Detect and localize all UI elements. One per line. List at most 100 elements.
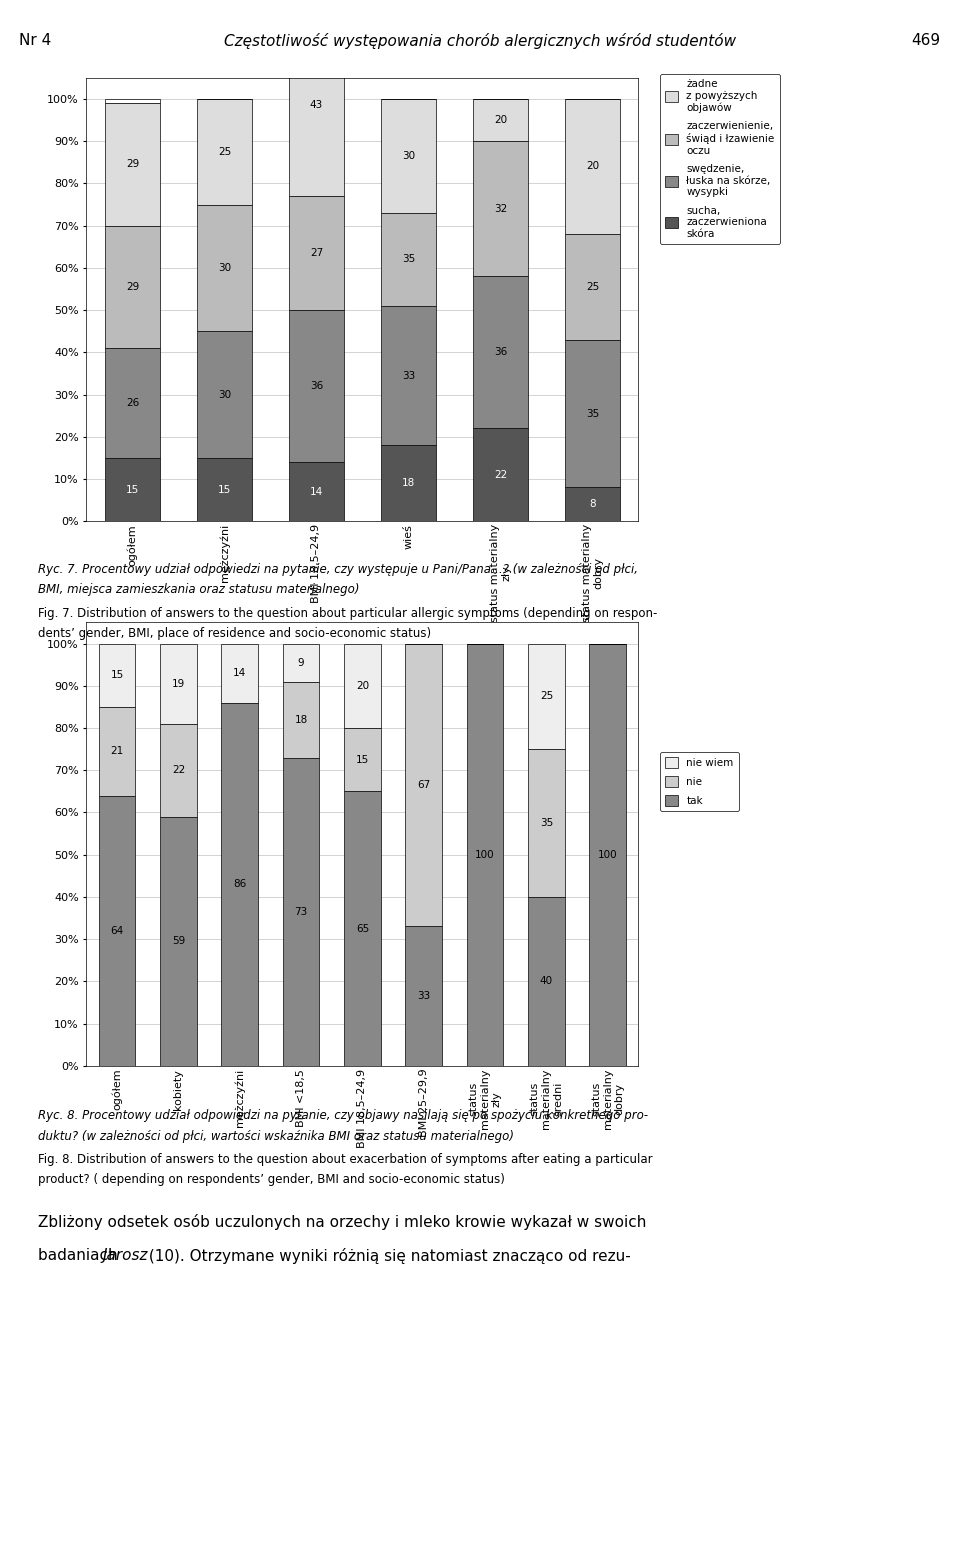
Bar [99,644,135,706]
Bar [472,277,528,428]
Text: 9: 9 [298,658,304,668]
Text: 65: 65 [356,924,369,934]
Bar [528,748,564,896]
Bar [405,926,443,1066]
Text: Ryc. 8. Procentowy udział odpowiedzi na pytanie, czy objawy nasilają się po spoż: Ryc. 8. Procentowy udział odpowiedzi na … [38,1109,649,1122]
Text: Zbliżony odsetek osób uczulonych na orzechy i mleko krowie wykazał w swoich: Zbliżony odsetek osób uczulonych na orze… [38,1214,647,1229]
Bar [381,307,436,445]
Text: 15: 15 [356,755,369,764]
Bar [472,428,528,521]
Text: Fig. 8. Distribution of answers to the question about exacerbation of symptoms a: Fig. 8. Distribution of answers to the q… [38,1153,653,1165]
Bar [289,310,344,462]
Text: 20: 20 [586,162,599,171]
Bar [344,728,381,792]
Text: badaniach: badaniach [38,1248,123,1263]
Text: 27: 27 [310,247,323,258]
Bar [564,233,620,339]
Bar [289,462,344,521]
Legend: nie wiem, nie, tak: nie wiem, nie, tak [660,752,738,811]
Text: 22: 22 [493,470,507,479]
Text: (10). Otrzymane wyniki różnią się natomiast znacząco od rezu-: (10). Otrzymane wyniki różnią się natomi… [144,1248,631,1263]
Text: Nr 4: Nr 4 [19,34,52,48]
Bar [472,100,528,142]
Bar [405,644,443,926]
Text: 25: 25 [586,282,599,293]
Text: 29: 29 [126,159,139,170]
Bar [197,204,252,331]
Text: Częstotliwość występowania chorób alergicznych wśród studentów: Częstotliwość występowania chorób alergi… [224,34,736,50]
Bar [99,795,135,1066]
Bar [564,100,620,233]
Text: Ryc. 7. Procentowy udział odpowiedzi na pytanie, czy występuje u Pani/Pana…? (w : Ryc. 7. Procentowy udział odpowiedzi na … [38,563,638,576]
Text: 14: 14 [310,487,323,496]
Text: duktu? (w zależności od płci, wartości wskaźnika BMI oraz statusu materialnego): duktu? (w zależności od płci, wartości w… [38,1130,515,1142]
Bar [589,644,626,1066]
Text: 59: 59 [172,937,185,946]
Text: 25: 25 [540,691,553,702]
Bar [197,457,252,521]
Text: dents’ gender, BMI, place of residence and socio-economic status): dents’ gender, BMI, place of residence a… [38,627,432,640]
Text: 64: 64 [110,926,124,935]
Bar [381,100,436,213]
Bar [222,644,258,703]
Bar [381,445,436,521]
Bar [222,703,258,1066]
Bar [160,724,197,817]
Text: 33: 33 [417,991,430,1001]
Bar [105,226,160,349]
Text: Fig. 7. Distribution of answers to the question about particular allergic sympto: Fig. 7. Distribution of answers to the q… [38,607,658,619]
Bar [472,142,528,277]
Text: 30: 30 [402,151,415,160]
Text: 469: 469 [912,34,941,48]
Bar [105,100,160,103]
Bar [564,339,620,487]
Text: 100: 100 [598,850,617,859]
Text: 15: 15 [110,671,124,680]
Text: 36: 36 [493,347,507,358]
Bar [160,644,197,724]
Text: 33: 33 [402,370,415,381]
Bar [467,644,503,1066]
Bar [564,487,620,521]
Bar [197,331,252,457]
Bar [197,100,252,204]
Text: 100: 100 [475,850,494,859]
Text: 22: 22 [172,766,185,775]
Bar [160,817,197,1066]
Bar [289,14,344,196]
Text: 43: 43 [310,100,323,110]
Text: 36: 36 [310,381,323,391]
Bar [282,644,320,682]
Text: 25: 25 [218,146,231,157]
Text: 40: 40 [540,977,553,987]
Text: 20: 20 [493,115,507,124]
Bar [105,103,160,226]
Text: 21: 21 [110,747,124,756]
Text: 15: 15 [126,484,139,495]
Bar [381,213,436,307]
Text: Jarosz: Jarosz [103,1248,148,1263]
Text: 67: 67 [417,780,430,790]
Bar [344,792,381,1066]
Bar [344,644,381,728]
Bar [282,758,320,1066]
Text: 73: 73 [295,907,308,916]
Bar [528,644,564,748]
Text: product? ( depending on respondents’ gender, BMI and socio-economic status): product? ( depending on respondents’ gen… [38,1173,505,1186]
Legend: żadne
z powyższych
objawów, zaczerwienienie,
świąd i łzawienie
oczu, swędzenie,
: żadne z powyższych objawów, zaczerwienie… [660,75,780,244]
Text: 32: 32 [493,204,507,213]
Text: 30: 30 [218,389,231,400]
Bar [99,706,135,795]
Text: 19: 19 [172,678,185,689]
Bar [289,196,344,310]
Bar [528,896,564,1066]
Text: 20: 20 [356,682,369,691]
Text: 14: 14 [233,668,247,678]
Text: 35: 35 [402,255,415,265]
Text: BMI, miejsca zamieszkania oraz statusu materialnego): BMI, miejsca zamieszkania oraz statusu m… [38,584,360,596]
Text: 35: 35 [586,409,599,419]
Text: 18: 18 [295,714,308,725]
Text: 86: 86 [233,879,247,888]
Text: 30: 30 [218,263,231,272]
Bar [282,682,320,758]
